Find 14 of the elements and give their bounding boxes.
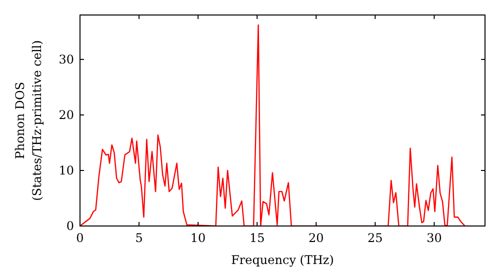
y-tick-label: 0 <box>66 219 74 234</box>
x-tick-label: 5 <box>135 231 143 245</box>
y-tick-label: 30 <box>58 52 74 67</box>
x-tick-label: 15 <box>249 231 265 245</box>
y-tick-label: 10 <box>58 164 74 178</box>
x-tick-label: 10 <box>190 231 206 245</box>
y-axis-title: Phonon DOS (States/THz·primitive cell) <box>13 40 44 201</box>
y-tick-label: 20 <box>58 108 74 122</box>
line-series <box>80 24 466 226</box>
x-axis-title: Frequency (THz) <box>231 253 334 267</box>
x-tick-label: 30 <box>426 231 442 245</box>
x-tick-label: 20 <box>308 231 324 245</box>
x-tick-label: 25 <box>368 231 383 245</box>
x-tick-label: 0 <box>76 231 84 245</box>
